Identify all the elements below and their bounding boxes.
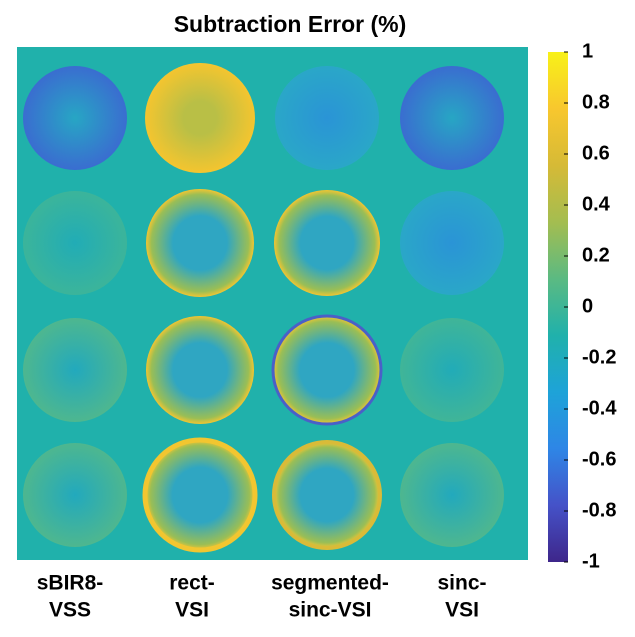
colorbar-tick-label: -0.4 bbox=[582, 397, 617, 419]
colorbar-tick-label: 0.4 bbox=[582, 193, 611, 215]
chart-title: Subtraction Error (%) bbox=[174, 11, 407, 37]
column-label: rect- bbox=[169, 572, 215, 595]
phantom bbox=[145, 63, 255, 173]
column-label: sinc-VSI bbox=[289, 599, 372, 622]
phantom bbox=[23, 66, 127, 170]
image-panel bbox=[17, 47, 528, 560]
colorbar-tick-label: 0.6 bbox=[582, 142, 610, 164]
column-label: VSI bbox=[445, 599, 479, 622]
phantom bbox=[400, 191, 504, 295]
colorbar-tick-label: -0.8 bbox=[582, 499, 616, 521]
colorbar-tick-label: -0.6 bbox=[582, 448, 616, 470]
colorbar bbox=[548, 52, 568, 562]
phantom bbox=[400, 66, 504, 170]
column-label: sBIR8- bbox=[37, 572, 104, 595]
column-label: segmented- bbox=[271, 572, 389, 595]
phantom bbox=[23, 191, 127, 295]
colorbar-tick-label: 0.8 bbox=[582, 91, 610, 113]
phantom bbox=[146, 189, 254, 297]
phantom bbox=[23, 318, 127, 422]
column-label: sinc- bbox=[437, 572, 486, 595]
colorbar-tick-label: -1 bbox=[582, 550, 600, 572]
phantom bbox=[400, 443, 504, 547]
column-label: VSI bbox=[175, 599, 209, 622]
phantom bbox=[274, 190, 380, 296]
phantom bbox=[142, 437, 258, 553]
column-label: VSS bbox=[49, 599, 91, 622]
colorbar-tick-label: 0 bbox=[582, 295, 593, 317]
phantom bbox=[400, 318, 504, 422]
phantom bbox=[146, 316, 254, 424]
phantom bbox=[272, 440, 382, 550]
colorbar-tick-label: 1 bbox=[582, 40, 593, 62]
colorbar-tick-label: 0.2 bbox=[582, 244, 610, 266]
colorbar-tick-label: -0.2 bbox=[582, 346, 616, 368]
phantom bbox=[271, 314, 383, 426]
phantom bbox=[275, 66, 379, 170]
phantom bbox=[23, 443, 127, 547]
